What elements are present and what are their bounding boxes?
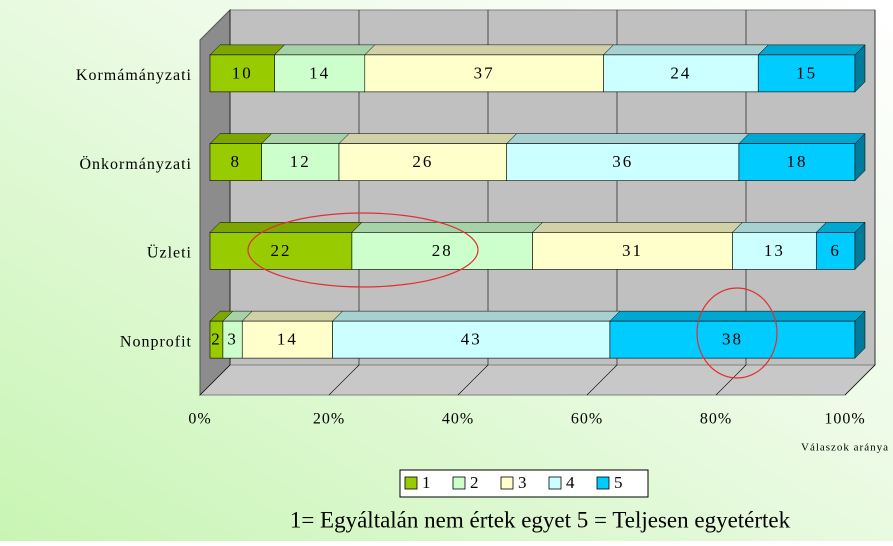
legend-box <box>399 469 649 498</box>
data-label: 36 <box>612 152 633 171</box>
bar-segment <box>261 143 340 181</box>
x-tick-label: 60% <box>571 411 603 428</box>
bar-top <box>364 44 615 56</box>
bar-segment <box>332 320 611 359</box>
x-tick-label: 100% <box>824 411 865 428</box>
bar-segment <box>209 143 262 181</box>
x-tick-label: 80% <box>700 411 732 428</box>
x-tick-label: 40% <box>442 411 474 428</box>
bar-top <box>731 222 827 233</box>
legend-swatch <box>452 476 466 490</box>
data-label: 24 <box>670 63 691 82</box>
bar-segment <box>209 232 353 270</box>
data-label: 6 <box>830 241 841 260</box>
grid-line <box>586 364 618 396</box>
legend-label: 3 <box>518 473 527 492</box>
data-label: 12 <box>290 152 311 171</box>
bar-top <box>273 44 376 56</box>
x-tick-label: 20% <box>313 411 345 428</box>
bar-side <box>854 310 866 359</box>
bar-side <box>854 221 866 270</box>
grid-line <box>715 364 747 396</box>
bar-segment <box>506 143 740 181</box>
plot-area: 0% 20% 40% 60% 80% 100% Kormámányzati 10 14 37 24 1… <box>76 8 877 428</box>
bar-top <box>331 310 621 322</box>
bar-segment <box>738 143 856 181</box>
x-axis-title: Válaszok aránya <box>801 442 889 454</box>
bar-side <box>854 133 866 182</box>
bar-segment <box>532 232 733 270</box>
data-label: 43 <box>461 330 482 349</box>
data-label: 18 <box>786 152 807 171</box>
y-tick-label: Önkormányzati <box>79 155 192 173</box>
bar-segment <box>609 320 856 359</box>
highlight-ellipse <box>696 287 778 379</box>
y-tick-label: Kormámányzati <box>76 67 192 84</box>
legend-label: 2 <box>470 473 479 492</box>
bar-top <box>209 44 286 56</box>
bar-top <box>338 133 518 144</box>
data-label: 28 <box>432 241 453 260</box>
bar-top <box>209 222 363 233</box>
bar-side <box>854 44 866 93</box>
grid-line <box>328 364 360 396</box>
bar-top <box>602 44 769 56</box>
data-label: 15 <box>796 63 817 82</box>
bar-top <box>241 310 344 322</box>
legend-swatch <box>404 476 418 490</box>
bar-segment <box>241 320 333 359</box>
x-tick-label: 0% <box>188 411 211 428</box>
legend-swatch <box>548 476 562 490</box>
bar-top <box>260 133 350 144</box>
data-label: 14 <box>277 330 298 349</box>
bar-segment <box>338 143 507 181</box>
data-label: 26 <box>412 152 433 171</box>
data-label: 38 <box>722 330 743 349</box>
grid-line <box>199 364 231 396</box>
y-tick-label: Nonprofit <box>120 333 192 350</box>
bar-segment <box>815 232 856 270</box>
data-label: 37 <box>474 63 495 82</box>
data-label: 10 <box>232 63 253 82</box>
legend-label: 5 <box>614 473 623 492</box>
bar-top <box>209 133 273 144</box>
grid-line <box>844 364 876 396</box>
bar-segment <box>364 54 604 93</box>
data-label: 14 <box>309 63 330 82</box>
floor <box>198 364 877 396</box>
bar-top <box>738 133 866 144</box>
data-label: 13 <box>764 241 785 260</box>
legend-label: 4 <box>566 473 575 492</box>
note: 1= Egyáltalán nem értek egyet 5 = Teljes… <box>290 507 791 532</box>
bar-top <box>506 133 750 144</box>
bar-top <box>351 222 544 233</box>
legend-swatch <box>500 476 514 490</box>
highlight-ellipse <box>247 212 479 288</box>
bar-top <box>609 310 866 322</box>
bar-segment <box>603 54 759 93</box>
bar-segment <box>757 54 856 93</box>
bar-segment <box>732 232 817 270</box>
y-tick-label: Üzleti <box>147 244 192 262</box>
data-label: 3 <box>227 330 238 349</box>
data-label: 8 <box>231 152 242 171</box>
grid-line <box>457 364 489 396</box>
data-label: 2 <box>211 330 222 349</box>
bar-top <box>531 222 744 233</box>
legend-swatch <box>596 476 610 490</box>
data-label: 22 <box>270 241 291 260</box>
data-label: 31 <box>622 241 643 260</box>
bar-top <box>757 44 866 56</box>
legend-label: 1 <box>422 473 431 492</box>
